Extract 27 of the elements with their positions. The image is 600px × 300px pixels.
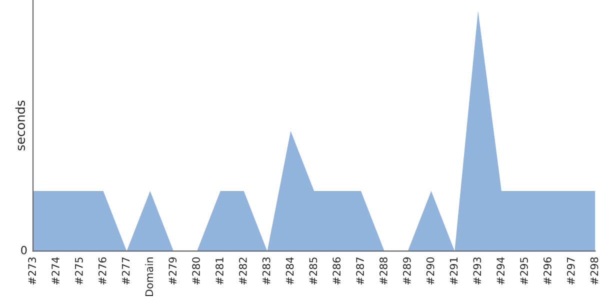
y-axis-title: seconds xyxy=(15,100,26,150)
x-tick-label: #290 xyxy=(426,257,434,284)
x-tick-label: #295 xyxy=(520,258,528,284)
x-tick-label: #285 xyxy=(309,258,318,284)
x-tick-label: #296 xyxy=(543,257,552,284)
x-tick-label: #294 xyxy=(496,257,505,284)
x-tick-label: #277 xyxy=(122,258,130,284)
x-tick-label: #286 xyxy=(332,257,341,284)
x-tick-label: #276 xyxy=(98,257,106,284)
x-tick-label: #279 xyxy=(168,257,177,284)
x-tick-label: #297 xyxy=(566,258,575,284)
x-tick-label: #298 xyxy=(590,257,598,284)
x-tick-label: #280 xyxy=(192,257,200,284)
x-tick-label: #275 xyxy=(74,258,83,284)
x-tick-label: #274 xyxy=(52,257,60,284)
x-tick-label: #287 xyxy=(356,258,364,284)
x-tick-label: #282 xyxy=(238,258,247,284)
x-tick-label: #288 xyxy=(380,257,388,284)
x-tick-label: #291 xyxy=(450,258,458,284)
x-tick-label: #289 xyxy=(402,257,411,284)
text: 0 xyxy=(21,246,27,254)
x-tick-label: #284 xyxy=(286,257,294,284)
x-tick-label: Domain xyxy=(145,258,154,296)
x-tick-label: #293 xyxy=(473,257,482,284)
x-tick-label: #281 xyxy=(216,258,224,284)
x-tick-label: #273 xyxy=(28,257,36,284)
x-tick-label: #283 xyxy=(262,257,270,284)
